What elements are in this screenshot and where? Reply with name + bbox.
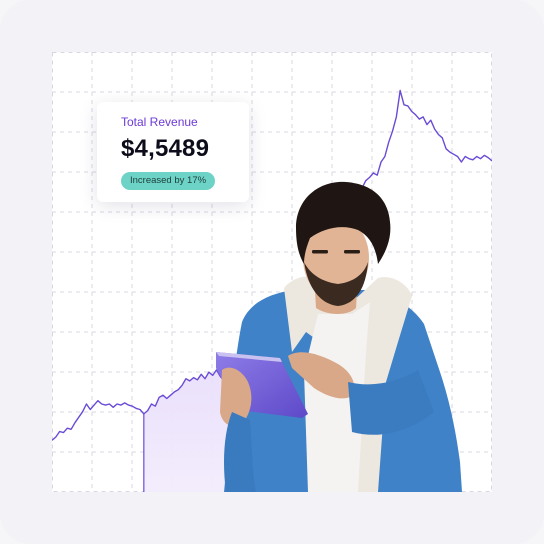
- tablet-edge: [216, 352, 282, 362]
- chart-card: Total Revenue $4,5489 Increased by 17%: [52, 52, 492, 492]
- left-hand: [220, 367, 252, 427]
- revenue-line-chart: [52, 52, 492, 492]
- revenue-label: Total Revenue: [121, 115, 198, 129]
- revenue-value: $4,5489: [121, 135, 210, 162]
- eyebrow-right: [344, 250, 360, 254]
- total-revenue-card: Total Revenue $4,5489 Increased by 17%: [97, 102, 249, 202]
- hair: [296, 181, 391, 264]
- revenue-change-badge: Increased by 17%: [121, 172, 216, 190]
- man-with-tablet-photo: [216, 181, 462, 492]
- right-sleeve: [348, 370, 434, 435]
- left-sleeve: [224, 412, 256, 492]
- beard: [304, 262, 368, 306]
- eyebrow-left: [312, 250, 328, 254]
- right-hand: [288, 352, 355, 399]
